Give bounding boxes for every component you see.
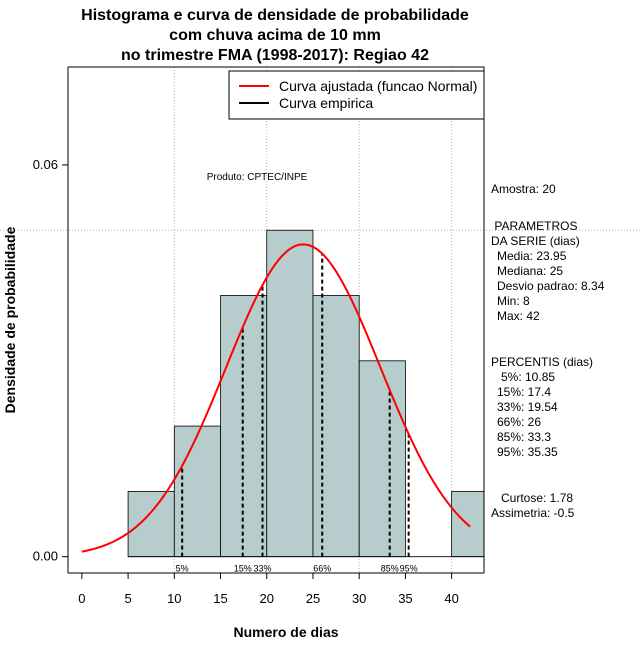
y-tick-label: 0.00 (33, 549, 58, 564)
percentile-label: 95% (400, 564, 418, 574)
chart-title: Histograma e curva de densidade de proba… (0, 6, 550, 66)
x-tick-label: 20 (260, 591, 274, 606)
stat-p33: 33%: 19.54 (497, 400, 558, 414)
x-tick-label: 40 (444, 591, 458, 606)
percentis-title: PERCENTIS (dias) (491, 355, 594, 369)
plot-frame (67, 66, 485, 574)
stat-mediana: Mediana: 25 (497, 264, 564, 278)
stat-p85: 85%: 33.3 (497, 430, 552, 444)
stat-max: Max: 42 (497, 309, 540, 323)
sample-size: Amostra: 20 (491, 182, 556, 196)
stat-p66: 66%: 26 (497, 415, 542, 429)
x-tick-label: 30 (352, 591, 366, 606)
histogram-bar (358, 360, 406, 558)
x-tick-label: 0 (78, 591, 85, 606)
percentile-label: 15% (234, 564, 252, 574)
product-label: Produto: CPTEC/INPE (207, 172, 308, 183)
legend-label-empirical: Curva empirica (279, 95, 373, 111)
normal-fit-curve (81, 243, 471, 553)
stat-p5: 5%: 10.85 (501, 370, 556, 384)
x-tick-label: 35 (398, 591, 412, 606)
x-tick-label: 5 (124, 591, 131, 606)
legend-box (228, 70, 485, 120)
y-tick-label: 0.06 (33, 157, 58, 172)
stat-media: Media: 23.95 (497, 249, 567, 263)
x-tick-label: 15 (213, 591, 227, 606)
percentile-label: 85% (381, 564, 399, 574)
histogram-bar (266, 229, 314, 558)
stat-assimetria: Assimetria: -0.5 (491, 506, 575, 520)
stat-curtose: Curtose: 1.78 (501, 491, 574, 505)
histogram-bar (312, 295, 360, 558)
stat-p15: 15%: 17.4 (497, 385, 552, 399)
y-axis-title: Densidade de probabilidade (2, 226, 18, 413)
stat-min: Min: 8 (497, 294, 530, 308)
histogram-bar (220, 295, 268, 558)
params-title-1: PARAMETROS (491, 219, 578, 233)
legend-label-fitted: Curva ajustada (funcao Normal) (279, 78, 477, 94)
title-line-1: Histograma e curva de densidade de proba… (81, 7, 469, 24)
percentile-label: 66% (313, 564, 331, 574)
percentile-label: 5% (176, 564, 189, 574)
histogram-bar (127, 490, 175, 558)
x-tick-label: 25 (306, 591, 320, 606)
x-axis-title: Numero de dias (233, 624, 338, 640)
stat-p95: 95%: 35.35 (497, 445, 558, 459)
percentile-label: 33% (253, 564, 271, 574)
title-line-2: com chuva acima de 10 mm (169, 27, 381, 44)
params-title-2: DA SERIE (dias) (491, 234, 580, 248)
title-line-3: no trimestre FMA (1998-2017): Regiao 42 (121, 47, 429, 64)
x-tick-label: 10 (167, 591, 181, 606)
stat-desvio: Desvio padrao: 8.34 (497, 279, 605, 293)
stats-panel: Amostra: 20 PARAMETROS DA SERIE (dias) M… (491, 182, 604, 521)
